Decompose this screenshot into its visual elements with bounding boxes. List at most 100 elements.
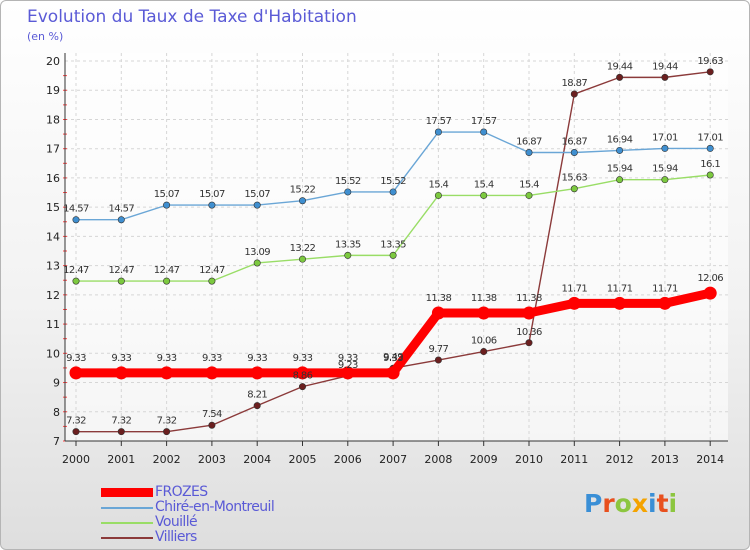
data-label-frozes: 11.38	[471, 293, 497, 304]
data-point-chire-en-montreuil	[389, 188, 397, 196]
data-label-villiers: 7.32	[111, 416, 131, 427]
data-point-chire-en-montreuil	[661, 144, 669, 152]
data-point-frozes	[69, 366, 83, 380]
data-point-vouille	[344, 251, 352, 259]
y-tick-label: 20	[46, 55, 60, 68]
data-point-villiers	[117, 428, 125, 436]
x-tick-label: 2003	[198, 453, 226, 466]
logo-letter: r	[602, 489, 615, 518]
data-label-villiers: 9.23	[338, 360, 358, 371]
data-point-frozes	[341, 366, 355, 380]
data-label-vouille: 12.47	[199, 265, 225, 276]
data-point-vouille	[163, 277, 171, 285]
data-point-chire-en-montreuil	[616, 146, 624, 154]
data-point-villiers	[72, 428, 80, 436]
data-label-frozes: 9.33	[202, 353, 222, 364]
data-point-villiers	[253, 402, 261, 410]
data-label-frozes: 9.33	[247, 353, 267, 364]
y-tick-label: 10	[46, 347, 60, 360]
data-label-vouille: 15.94	[652, 164, 678, 175]
logo-letter: i	[648, 489, 657, 518]
data-point-villiers	[480, 348, 488, 356]
data-label-chire-en-montreuil: 15.07	[154, 189, 180, 200]
data-label-chire-en-montreuil: 17.01	[652, 132, 678, 143]
data-label-chire-en-montreuil: 15.52	[335, 176, 361, 187]
data-point-vouille	[298, 255, 306, 263]
data-label-vouille: 15.4	[428, 179, 448, 190]
data-point-frozes	[703, 286, 717, 300]
proxiti-logo: Proxiti	[584, 489, 677, 518]
data-point-frozes	[658, 296, 672, 310]
y-tick-label: 19	[46, 84, 60, 97]
x-tick-label: 2007	[379, 453, 407, 466]
x-tick-label: 2012	[606, 453, 634, 466]
data-label-frozes: 11.71	[607, 283, 633, 294]
legend-swatch-vouille	[101, 522, 153, 524]
data-point-chire-en-montreuil	[72, 216, 80, 224]
x-tick-label: 2000	[62, 453, 90, 466]
data-point-chire-en-montreuil	[570, 148, 578, 156]
x-tick-label: 2013	[651, 453, 679, 466]
data-label-frozes: 9.33	[157, 353, 177, 364]
y-tick-label: 13	[46, 260, 60, 273]
data-point-frozes	[522, 306, 536, 320]
data-label-chire-en-montreuil: 14.57	[108, 204, 134, 215]
y-tick-label: 12	[46, 289, 60, 302]
data-label-frozes: 9.33	[111, 353, 131, 364]
data-label-villiers: 19.63	[697, 56, 723, 67]
data-label-villiers: 8.86	[293, 371, 313, 382]
data-label-villiers: 19.44	[652, 61, 678, 72]
data-point-chire-en-montreuil	[344, 188, 352, 196]
logo-letter: i	[668, 489, 678, 518]
data-label-frozes: 9.33	[293, 353, 313, 364]
data-point-vouille	[661, 176, 669, 184]
legend-swatch-chire	[101, 507, 153, 509]
data-label-vouille: 13.35	[380, 239, 406, 250]
data-point-frozes	[160, 366, 174, 380]
data-label-villiers: 7.32	[66, 416, 86, 427]
y-tick-label: 8	[53, 406, 60, 419]
data-label-vouille: 13.35	[335, 239, 361, 250]
x-tick-label: 2002	[153, 453, 181, 466]
data-label-villiers: 18.87	[561, 78, 587, 89]
y-tick-label: 9	[53, 377, 60, 390]
data-point-villiers	[208, 421, 216, 429]
data-point-vouille	[570, 185, 578, 193]
x-tick-label: 2005	[289, 453, 317, 466]
data-point-frozes	[477, 306, 491, 320]
y-tick-label: 14	[46, 230, 60, 243]
legend-label-chire: Chiré-en-Montreuil	[155, 499, 275, 515]
data-point-chire-en-montreuil	[525, 148, 533, 156]
data-point-frozes	[114, 366, 128, 380]
data-point-vouille	[525, 191, 533, 199]
data-point-vouille	[389, 251, 397, 259]
y-tick-label: 17	[46, 143, 60, 156]
y-tick-label: 16	[46, 172, 60, 185]
data-label-vouille: 12.47	[108, 265, 134, 276]
data-point-chire-en-montreuil	[480, 128, 488, 136]
data-point-villiers	[434, 356, 442, 364]
data-label-vouille: 13.22	[290, 243, 316, 254]
data-point-frozes	[431, 306, 445, 320]
data-point-villiers	[298, 383, 306, 391]
data-point-vouille	[117, 277, 125, 285]
data-point-chire-en-montreuil	[298, 197, 306, 205]
data-point-frozes	[250, 366, 264, 380]
x-tick-label: 2010	[515, 453, 543, 466]
y-tick-label: 15	[46, 201, 60, 214]
data-point-villiers	[570, 90, 578, 98]
data-point-chire-en-montreuil	[117, 216, 125, 224]
data-label-vouille: 13.09	[244, 247, 270, 258]
data-point-frozes	[386, 366, 400, 380]
data-label-villiers: 7.54	[202, 409, 222, 420]
data-point-frozes	[205, 366, 219, 380]
data-point-villiers	[706, 68, 714, 76]
data-label-villiers: 9.49	[383, 352, 403, 363]
data-label-frozes: 9.33	[338, 353, 358, 364]
data-point-vouille	[253, 259, 261, 267]
data-point-vouille	[480, 191, 488, 199]
data-point-chire-en-montreuil	[208, 201, 216, 209]
data-label-chire-en-montreuil: 15.22	[290, 185, 316, 196]
data-label-frozes: 9.33	[383, 353, 403, 364]
